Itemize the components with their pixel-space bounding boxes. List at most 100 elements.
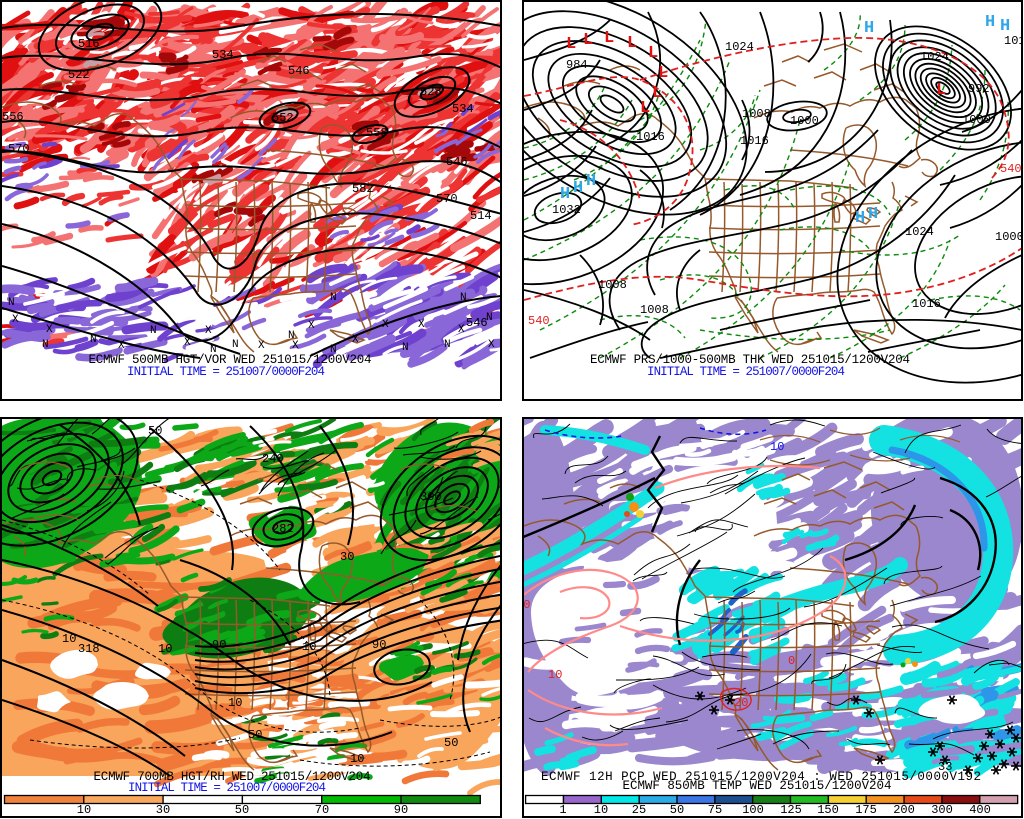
svg-text:30: 30: [340, 550, 354, 564]
svg-text:L: L: [604, 29, 614, 48]
svg-text:N: N: [150, 325, 157, 337]
svg-text:L: L: [652, 84, 662, 103]
svg-text:H: H: [573, 179, 583, 198]
svg-text:0: 0: [788, 654, 795, 668]
svg-text:10: 10: [594, 803, 608, 817]
svg-text:X: X: [352, 334, 359, 346]
svg-text:ECMWF 700MB HGT/RH WED 251015/: ECMWF 700MB HGT/RH WED 251015/1200V204: [94, 770, 371, 784]
svg-text:L: L: [640, 99, 650, 118]
svg-text:H: H: [864, 19, 874, 38]
svg-text:30: 30: [156, 803, 170, 817]
svg-text:150: 150: [817, 803, 839, 817]
svg-text:X: X: [258, 340, 265, 352]
svg-text:L: L: [936, 81, 946, 100]
svg-text:X: X: [488, 339, 495, 351]
svg-text:N: N: [288, 330, 295, 342]
svg-text:X: X: [382, 319, 389, 331]
svg-text:N: N: [330, 344, 337, 356]
svg-text:1008: 1008: [598, 278, 627, 292]
svg-text:10: 10: [158, 642, 172, 656]
svg-text:H: H: [868, 205, 878, 224]
svg-text:1016: 1016: [912, 297, 941, 311]
svg-text:N: N: [444, 339, 451, 351]
svg-text:582: 582: [352, 182, 374, 196]
svg-text:N: N: [232, 339, 239, 351]
svg-text:33: 33: [938, 760, 952, 774]
svg-text:1000: 1000: [995, 230, 1024, 244]
svg-text:50: 50: [444, 736, 458, 750]
svg-text:1: 1: [559, 803, 566, 817]
svg-text:L: L: [658, 64, 668, 83]
svg-text:1008: 1008: [742, 107, 771, 121]
svg-text:10: 10: [770, 440, 784, 454]
svg-text:H: H: [560, 185, 570, 204]
svg-text:570: 570: [8, 142, 30, 156]
svg-text:INITIAL TIME = 251007/0000F204: INITIAL TIME = 251007/0000F204: [128, 781, 326, 795]
svg-text:282: 282: [272, 522, 294, 536]
svg-text:1000: 1000: [962, 113, 991, 127]
svg-text:522: 522: [68, 68, 90, 82]
svg-text:N: N: [42, 339, 49, 351]
svg-text:L: L: [627, 34, 637, 53]
svg-text:540: 540: [1000, 162, 1022, 176]
svg-text:L: L: [583, 31, 593, 50]
svg-text:100: 100: [742, 803, 764, 817]
svg-text:H: H: [586, 172, 596, 191]
svg-text:N: N: [486, 312, 493, 324]
svg-text:552: 552: [272, 111, 294, 125]
svg-text:L: L: [648, 44, 658, 63]
svg-text:1032: 1032: [552, 203, 581, 217]
svg-text:240: 240: [262, 452, 284, 466]
svg-text:534: 534: [212, 48, 234, 62]
svg-text:H: H: [1000, 17, 1010, 36]
svg-text:528: 528: [420, 85, 442, 99]
svg-text:X: X: [292, 340, 299, 352]
svg-text:558: 558: [366, 126, 388, 140]
svg-text:10: 10: [548, 668, 562, 682]
svg-text:556: 556: [2, 110, 24, 124]
svg-text:1016: 1016: [740, 134, 769, 148]
svg-text:N: N: [460, 292, 467, 304]
svg-text:N: N: [330, 292, 337, 304]
svg-text:H: H: [985, 13, 995, 32]
svg-text:X: X: [118, 340, 125, 352]
svg-text:992: 992: [968, 82, 990, 96]
svg-text:1024: 1024: [920, 50, 949, 64]
svg-text:1024: 1024: [905, 225, 934, 239]
svg-text:984: 984: [566, 58, 588, 72]
svg-text:10: 10: [62, 632, 76, 646]
svg-text:546: 546: [466, 316, 488, 330]
svg-text:90: 90: [372, 638, 386, 652]
svg-text:125: 125: [780, 803, 802, 817]
svg-text:90: 90: [212, 638, 226, 652]
svg-text:540: 540: [528, 314, 550, 328]
svg-text:1016: 1016: [1004, 34, 1024, 48]
svg-text:546: 546: [288, 64, 310, 78]
svg-text:X: X: [418, 319, 425, 331]
svg-text:534: 534: [452, 102, 474, 116]
svg-text:25: 25: [632, 803, 646, 817]
svg-text:ECMWF 850MB TEMP WED 251015/12: ECMWF 850MB TEMP WED 251015/1200V204: [623, 779, 892, 793]
svg-text:50: 50: [148, 424, 162, 438]
svg-text:318: 318: [78, 642, 100, 656]
svg-text:70: 70: [315, 803, 329, 817]
svg-text:10: 10: [516, 598, 530, 612]
svg-text:175: 175: [855, 803, 877, 817]
svg-text:1008: 1008: [640, 303, 669, 317]
svg-text:X: X: [205, 325, 212, 337]
svg-text:N: N: [402, 342, 409, 354]
svg-text:10: 10: [228, 696, 242, 710]
svg-text:N: N: [90, 334, 97, 346]
svg-text:ECMWF 12H PCP WED 251015/1200V: ECMWF 12H PCP WED 251015/1200V204 : WED …: [541, 770, 981, 784]
svg-text:X: X: [12, 314, 19, 326]
svg-text:516: 516: [78, 37, 100, 51]
svg-text:20: 20: [734, 696, 748, 710]
svg-text:50: 50: [248, 728, 262, 742]
svg-text:90: 90: [394, 803, 408, 817]
svg-text:300: 300: [931, 803, 953, 817]
svg-text:50: 50: [235, 803, 249, 817]
svg-text:N: N: [8, 297, 15, 309]
svg-text:X: X: [308, 320, 315, 332]
svg-text:1016: 1016: [636, 130, 665, 144]
svg-text:L: L: [566, 35, 576, 54]
